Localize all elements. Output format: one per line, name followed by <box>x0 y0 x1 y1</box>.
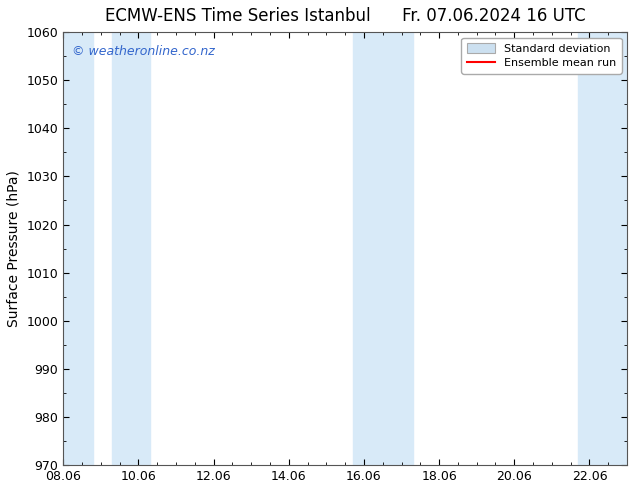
Bar <box>353 32 413 465</box>
Y-axis label: Surface Pressure (hPa): Surface Pressure (hPa) <box>7 170 21 327</box>
Bar <box>63 32 93 465</box>
Title: ECMW-ENS Time Series Istanbul      Fr. 07.06.2024 16 UTC: ECMW-ENS Time Series Istanbul Fr. 07.06.… <box>105 7 585 25</box>
Legend: Standard deviation, Ensemble mean run: Standard deviation, Ensemble mean run <box>462 38 621 74</box>
Text: © weatheronline.co.nz: © weatheronline.co.nz <box>72 45 214 58</box>
Bar <box>578 32 627 465</box>
Bar <box>112 32 150 465</box>
